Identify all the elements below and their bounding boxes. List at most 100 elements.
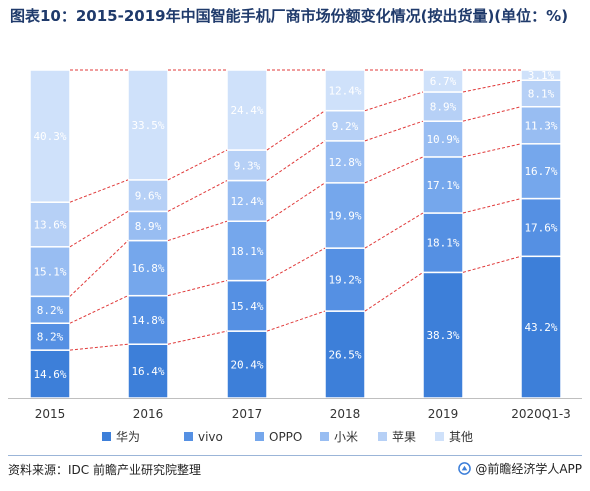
connector-line [167,180,228,212]
data-label: 11.3% [524,119,557,132]
legend: 华为 vivo OPPO 小米 苹果 其他 [102,430,473,444]
connector-line [69,179,129,203]
data-label: 12.4% [328,84,361,97]
legend-swatch [378,432,387,441]
data-label: 13.6% [33,218,66,231]
legend-swatch [184,432,193,441]
source-note: 资料来源：IDC 前瞻产业研究院整理 [8,463,201,477]
brand-text: @前瞻经济学人APP [475,462,582,476]
connector-line [266,110,326,151]
connector-line [167,220,228,242]
brand-logo-icon [458,462,472,475]
bar-segment [127,294,169,345]
data-label: 3.1% [528,69,555,82]
data-label: 14.8% [131,314,164,327]
bar-segment [520,255,562,399]
data-label: 26.5% [328,349,361,362]
data-label: 38.3% [426,329,459,342]
data-label: 16.7% [524,165,557,178]
connector-line [69,295,129,324]
bar-segment [520,69,562,81]
brand-credit: @前瞻经济学人APP [458,460,582,477]
data-label: 16.8% [131,262,164,275]
x-tick-label: 2019 [428,407,459,421]
connector-lines-group [69,69,522,351]
connector-line [462,106,522,122]
x-tick-label: 2020Q1-3 [511,407,571,421]
bar-segment [520,143,562,200]
legend-item: 华为 [102,430,140,444]
bar-segment [127,343,169,399]
x-tick-label: 2016 [133,407,164,421]
connector-line [266,182,326,222]
bar-segment [324,109,366,142]
connector-line [69,240,129,297]
bars-group [29,69,562,399]
bar-segment [324,69,366,112]
data-label: 43.2% [524,321,557,334]
data-label: 40.3% [33,130,66,143]
bar-segment [324,247,366,312]
bar-segment [226,69,268,151]
bar-segment [29,295,71,324]
chart-title: 图表10：2015-2019年中国智能手机厂商市场份额变化情况(按出货量)(单位… [10,7,569,25]
connector-line [69,343,129,351]
x-axis-tick-labels: 2015 2016 2017 2018 2019 2020Q1-3 [35,407,571,421]
bar-segment [422,69,464,93]
data-label: 8.9% [135,220,162,233]
legend-swatch [435,432,444,441]
bar-segment [127,69,169,181]
bar-segment [127,239,169,297]
connector-line [462,255,522,273]
bar-segment [324,140,366,184]
legend-item: OPPO [255,430,302,444]
bar-segment [422,212,464,274]
connector-line [364,212,424,249]
legend-label: 其他 [449,430,473,444]
data-labels-group: 14.6% 8.2% 8.2% 15.1% 13.6% 40.3% 16.4% 14.8% 16… [33,69,557,381]
legend-label: vivo [198,430,223,444]
data-label: 19.9% [328,209,361,222]
connector-line [69,210,129,248]
bar-segment [127,179,169,213]
bar-segment [29,246,71,298]
data-label: 19.2% [328,274,361,287]
data-label: 9.2% [332,120,359,133]
legend-item: 苹果 [378,430,416,444]
data-label: 9.3% [234,159,261,172]
connector-line [167,280,228,297]
data-label: 12.4% [230,195,263,208]
data-label: 8.2% [37,331,64,344]
legend-label: 苹果 [392,430,416,444]
data-label: 20.4% [230,359,263,372]
bar-segment [29,69,71,203]
data-label: 16.4% [131,365,164,378]
connector-line [364,156,424,184]
x-tick-label: 2017 [232,407,263,421]
data-label: 8.1% [528,87,555,100]
data-label: 9.6% [135,190,162,203]
legend-item: 小米 [320,430,358,444]
connector-line [266,140,326,181]
legend-swatch [320,432,329,441]
bar-segment [226,220,268,282]
connector-line [462,143,522,158]
legend-swatch [255,432,264,441]
data-label: 17.1% [426,179,459,192]
data-label: 8.2% [37,304,64,317]
x-tick-label: 2015 [35,407,66,421]
connector-line [167,330,228,345]
data-label: 17.6% [524,221,557,234]
legend-item: 其他 [435,430,473,444]
data-label: 12.8% [328,156,361,169]
data-label: 33.5% [131,119,164,132]
bar-segment [226,149,268,182]
legend-item: vivo [184,430,223,444]
connector-line [364,271,424,312]
legend-swatch [102,432,111,441]
data-label: 24.4% [230,104,263,117]
connector-line [462,198,522,214]
data-label: 18.1% [426,237,459,250]
connector-line [266,247,326,282]
